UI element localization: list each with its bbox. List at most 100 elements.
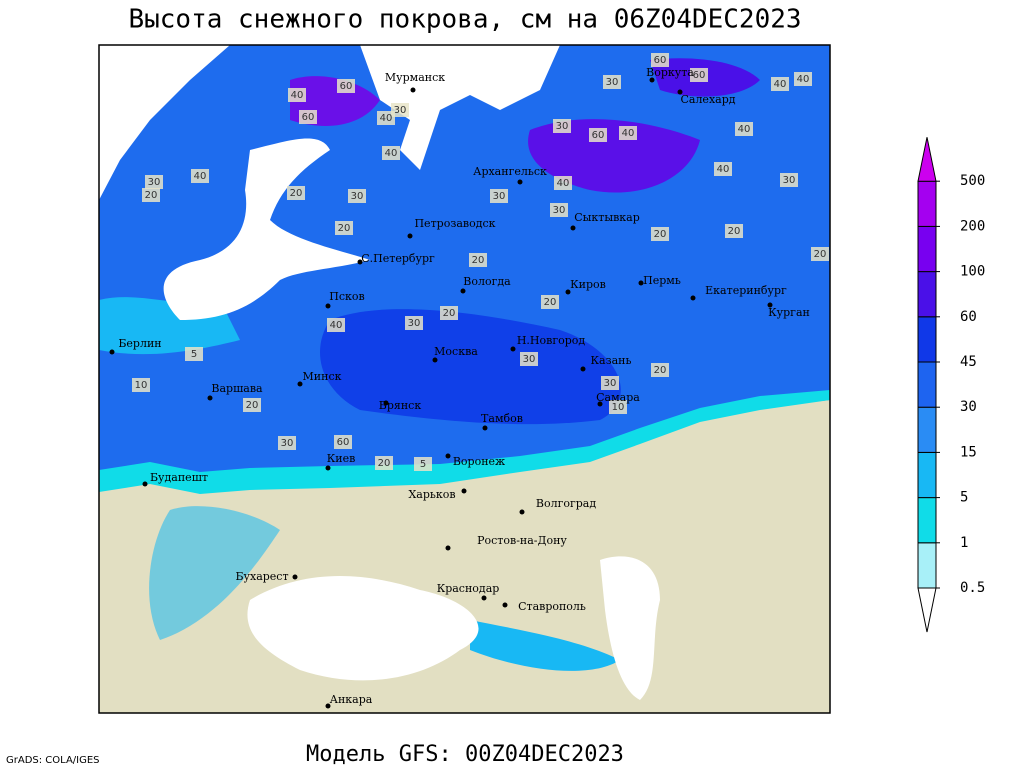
contour-label: 30 bbox=[351, 191, 364, 202]
city-dot bbox=[649, 77, 655, 83]
colorbar-bin bbox=[917, 180, 937, 227]
city-label: Волгоград bbox=[536, 497, 596, 510]
contour-label-box bbox=[288, 88, 306, 102]
city-dot bbox=[207, 395, 213, 401]
city-dot bbox=[565, 289, 571, 295]
city-dot bbox=[597, 401, 603, 407]
contour-label-box bbox=[348, 189, 366, 203]
contour-label: 20 bbox=[378, 458, 391, 469]
snow-patch bbox=[149, 506, 280, 640]
colorbar-under bbox=[917, 587, 937, 633]
contour-label-box bbox=[142, 188, 160, 202]
contour-label: 60 bbox=[302, 112, 315, 123]
contour-label: 20 bbox=[654, 229, 667, 240]
contour-label: 60 bbox=[592, 130, 605, 141]
contour-label: 30 bbox=[394, 105, 407, 116]
city-dot bbox=[142, 481, 148, 487]
contour-label: 20 bbox=[145, 190, 158, 201]
city-dot bbox=[570, 225, 576, 231]
city-dot bbox=[517, 179, 523, 185]
contour-label: 30 bbox=[606, 77, 619, 88]
contour-label: 40 bbox=[380, 113, 393, 124]
sea bbox=[360, 45, 560, 170]
city-label: Курган bbox=[768, 306, 810, 319]
map-frame bbox=[98, 44, 831, 714]
city-label: Петрозаводск bbox=[414, 217, 495, 230]
contour-label-box bbox=[520, 352, 538, 366]
contour-label: 10 bbox=[135, 380, 148, 391]
footer: Модель GFS: 00Z04DEC2023 bbox=[306, 742, 624, 767]
city-label: Казань bbox=[591, 354, 632, 367]
city-dot bbox=[109, 349, 115, 355]
contour-label-box bbox=[382, 146, 400, 160]
city-dot bbox=[460, 288, 466, 294]
colorbar-label: 30 bbox=[960, 399, 977, 415]
contour-label-box bbox=[490, 189, 508, 203]
city-dot bbox=[482, 425, 488, 431]
contour-label: 30 bbox=[553, 205, 566, 216]
contour-label-box bbox=[145, 175, 163, 189]
title: Высота снежного покрова, см на 06Z04DEC2… bbox=[128, 5, 801, 35]
city-dot bbox=[357, 259, 363, 265]
contour-label-box bbox=[651, 227, 669, 241]
contour-label-box bbox=[780, 173, 798, 187]
contour-label: 30 bbox=[604, 378, 617, 389]
contour-label-box bbox=[651, 53, 669, 67]
contour-label: 20 bbox=[246, 400, 259, 411]
city-label: Берлин bbox=[118, 337, 161, 350]
contour-label-box bbox=[550, 203, 568, 217]
city-label: Харьков bbox=[408, 488, 455, 501]
city-dot bbox=[325, 303, 331, 309]
colorbar-bin bbox=[917, 316, 937, 363]
contour-label-box bbox=[287, 186, 305, 200]
contour-label-box bbox=[191, 169, 209, 183]
contour-label: 30 bbox=[783, 175, 796, 186]
contour-label-box bbox=[375, 456, 393, 470]
contour-label-box bbox=[714, 162, 732, 176]
sea bbox=[247, 576, 479, 681]
city-dot bbox=[502, 602, 508, 608]
contour-label-box bbox=[469, 253, 487, 267]
contour-label-box bbox=[299, 110, 317, 124]
colorbar-bin bbox=[917, 542, 937, 589]
colorbar-bin bbox=[917, 225, 937, 273]
city-dot bbox=[407, 233, 413, 239]
contour-label: 60 bbox=[654, 55, 667, 66]
colorbar-label: 15 bbox=[960, 444, 977, 460]
colorbar-label: 1 bbox=[960, 535, 968, 551]
city-label: Киров bbox=[570, 278, 606, 291]
sea bbox=[163, 138, 370, 320]
contour-label: 40 bbox=[385, 148, 398, 159]
contour-label-box bbox=[440, 306, 458, 320]
contour-label: 40 bbox=[717, 164, 730, 175]
city-label: Тамбов bbox=[481, 412, 523, 425]
contour-label: 40 bbox=[774, 79, 787, 90]
snow-deep bbox=[320, 309, 621, 425]
city-label: Анкара bbox=[330, 693, 373, 706]
snow-patch bbox=[470, 620, 620, 671]
contour-label-box bbox=[609, 400, 627, 414]
city-label: Краснодар bbox=[437, 582, 500, 595]
sea bbox=[99, 45, 230, 200]
city-label: Ставрополь bbox=[518, 600, 586, 613]
contour-label-box bbox=[554, 176, 572, 190]
city-dot bbox=[325, 703, 331, 709]
contour-label: 40 bbox=[622, 128, 635, 139]
colorbar-over bbox=[917, 137, 937, 182]
contour-label: 30 bbox=[493, 191, 506, 202]
colorbar-label: 100 bbox=[960, 264, 985, 280]
map bbox=[98, 44, 831, 714]
city-dot bbox=[481, 595, 487, 601]
contour-label-box bbox=[553, 119, 571, 133]
contour-label: 60 bbox=[337, 437, 350, 448]
city-label: Архангельск bbox=[473, 165, 547, 178]
contour-label: 10 bbox=[612, 402, 625, 413]
colorbar-bin bbox=[917, 406, 937, 453]
city-label: Воркута bbox=[646, 66, 694, 79]
colorbar-label: 60 bbox=[960, 309, 977, 325]
city-dot bbox=[297, 381, 303, 387]
colorbar-label: 200 bbox=[960, 218, 985, 234]
